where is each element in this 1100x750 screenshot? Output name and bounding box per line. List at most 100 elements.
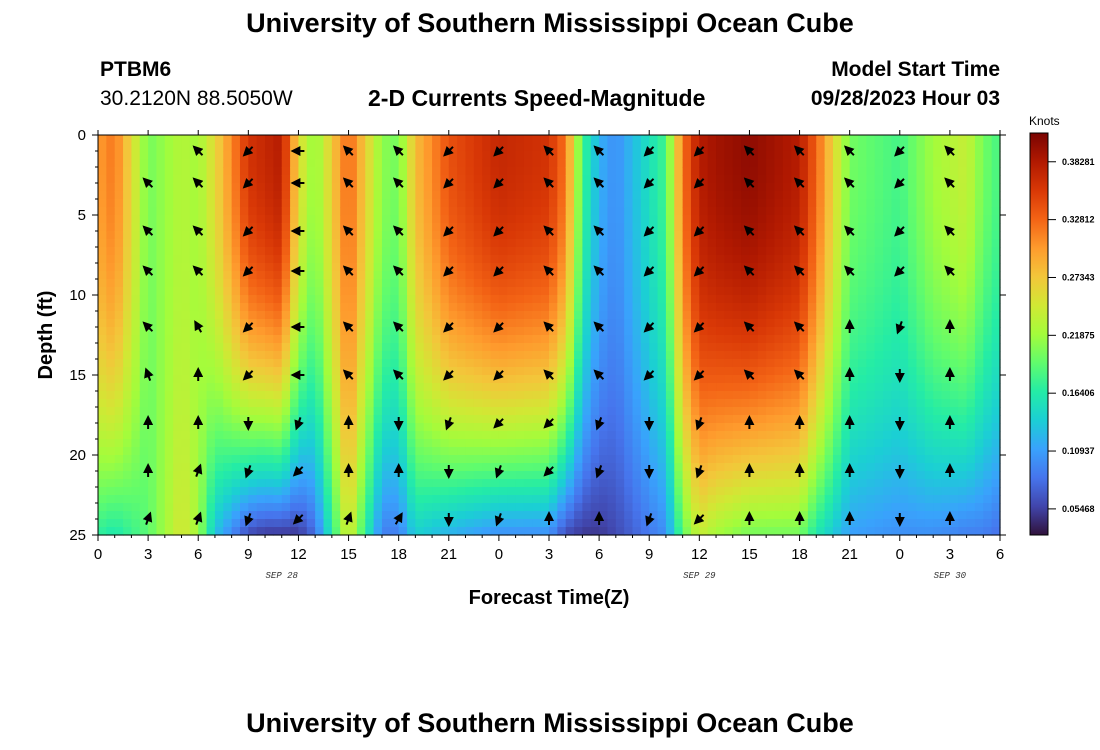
heatmap-cell [690,303,700,312]
heatmap-cell [690,495,700,504]
heatmap-cell [148,495,158,504]
heatmap-cell [841,479,851,488]
heatmap-cell [757,471,767,480]
heatmap-cell [757,263,767,272]
heatmap-cell [657,215,667,224]
heatmap-cell [832,343,842,352]
heatmap-cell [265,335,274,344]
heatmap-cell [699,231,709,240]
heatmap-cell [824,239,834,248]
heatmap-cell [189,151,199,160]
heatmap-cell [290,479,300,488]
heatmap-cell [674,503,684,512]
heatmap-cell [507,511,517,520]
heatmap-cell [766,191,776,200]
heatmap-cell [766,207,776,216]
heatmap-cell [415,159,425,168]
heatmap-cell [465,183,475,192]
heatmap-cell [398,383,408,392]
heatmap-cell [365,383,375,392]
heatmap-cell [490,215,500,224]
heatmap-cell [390,351,400,360]
heatmap-cell [156,159,166,168]
heatmap-cell [657,423,667,432]
heatmap-cell [657,319,667,328]
heatmap-cell [482,511,492,520]
heatmap-cell [114,367,124,376]
heatmap-cell [674,199,684,208]
heatmap-cell [749,455,759,464]
heatmap-cell [549,135,558,144]
heatmap-cell [532,383,542,392]
heatmap-cell [657,239,667,248]
heatmap-cell [816,335,826,344]
heatmap-cell [607,439,617,448]
heatmap-cell [515,271,525,280]
heatmap-cell [189,447,199,456]
heatmap-cell [290,215,300,224]
heatmap-cell [924,175,934,184]
heatmap-cell [273,199,283,208]
heatmap-cell [607,247,617,256]
heatmap-cell [398,519,408,528]
heatmap-cell [832,135,842,144]
heatmap-cell [682,255,692,264]
heatmap-cell [916,399,926,408]
heatmap-cell [106,183,116,192]
heatmap-cell [866,207,876,216]
heatmap-cell [273,183,283,192]
heatmap-cell [707,455,717,464]
heatmap-cell [649,375,659,384]
heatmap-cell [181,455,191,464]
heatmap-cell [440,239,450,248]
heatmap-cell [841,503,851,512]
heatmap-cell [98,303,107,312]
heatmap-cell [256,311,266,320]
heatmap-cell [841,487,851,496]
heatmap-cell [315,247,325,256]
heatmap-cell [874,319,884,328]
heatmap-cell [356,335,366,344]
heatmap-cell [507,327,517,336]
heatmap-cell [866,415,876,424]
heatmap-cell [741,215,751,224]
heatmap-cell [106,191,116,200]
heatmap-cell [214,191,224,200]
heatmap-cell [757,343,767,352]
heatmap-cell [899,415,909,424]
heatmap-cell [448,415,458,424]
heatmap-cell [582,191,592,200]
heatmap-cell [858,447,867,456]
heatmap-cell [624,175,634,184]
heatmap-cell [732,359,742,368]
heatmap-cell [924,343,934,352]
heatmap-cell [323,287,333,296]
heatmap-cell [874,383,884,392]
heatmap-cell [465,319,475,328]
heatmap-cell [674,527,684,536]
heatmap-cell [523,391,533,400]
heatmap-cell [858,271,867,280]
heatmap-cell [440,167,450,176]
heatmap-cell [490,495,500,504]
heatmap-cell [582,199,592,208]
heatmap-cell [407,151,416,160]
heatmap-cell [214,215,224,224]
heatmap-cell [440,527,450,536]
heatmap-cell [490,447,500,456]
heatmap-cell [908,143,918,152]
heatmap-cell [899,447,909,456]
heatmap-cell [306,183,316,192]
heatmap-cell [507,159,517,168]
heatmap-cell [749,247,759,256]
heatmap-cell [565,423,575,432]
heatmap-cell [164,335,174,344]
heatmap-cell [465,159,475,168]
heatmap-cell [615,135,625,144]
heatmap-cell [214,391,224,400]
heatmap-cell [849,143,859,152]
heatmap-cell [640,487,650,496]
heatmap-cell [532,223,542,232]
heatmap-cell [440,455,450,464]
heatmap-cell [482,175,492,184]
